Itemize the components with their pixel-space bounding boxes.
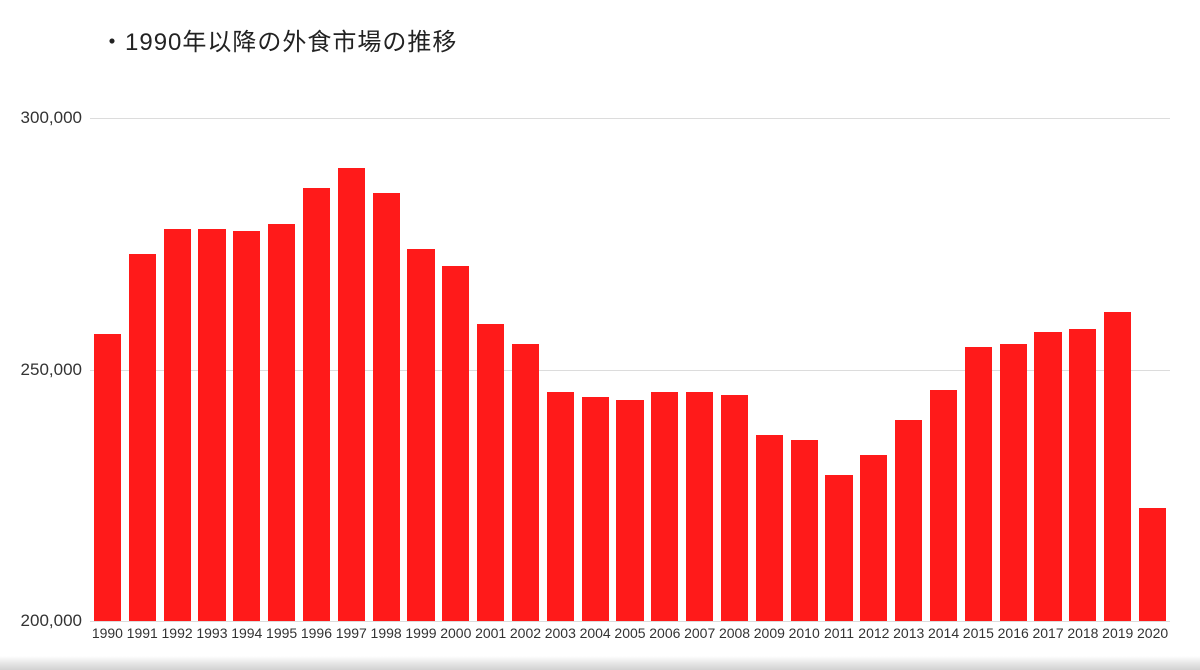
bar-1999 bbox=[407, 249, 434, 621]
bar-1997 bbox=[338, 168, 365, 621]
x-axis-label: 2005 bbox=[614, 625, 645, 641]
x-axis-label: 2010 bbox=[789, 625, 820, 641]
bar-2015 bbox=[965, 347, 992, 621]
x-axis-label: 2001 bbox=[475, 625, 506, 641]
bar-2007 bbox=[686, 392, 713, 621]
bar-2020 bbox=[1139, 508, 1166, 621]
gridline bbox=[90, 621, 1170, 622]
x-axis-label: 1998 bbox=[371, 625, 402, 641]
bar-2019 bbox=[1104, 312, 1131, 621]
x-axis-label: 2018 bbox=[1067, 625, 1098, 641]
x-axis-label: 1993 bbox=[196, 625, 227, 641]
x-axis-label: 2006 bbox=[649, 625, 680, 641]
bar-2017 bbox=[1034, 332, 1061, 621]
bar-1995 bbox=[268, 224, 295, 621]
bar-2006 bbox=[651, 392, 678, 621]
x-axis-label: 2004 bbox=[580, 625, 611, 641]
x-axis-label: 2020 bbox=[1137, 625, 1168, 641]
x-axis-label: 1992 bbox=[162, 625, 193, 641]
x-axis-label: 2017 bbox=[1032, 625, 1063, 641]
bar-2002 bbox=[512, 344, 539, 621]
x-axis-label: 2011 bbox=[824, 625, 854, 641]
chart-title: ・1990年以降の外食市場の推移 bbox=[100, 22, 457, 57]
bar-2001 bbox=[477, 324, 504, 621]
x-axis-label: 1994 bbox=[231, 625, 262, 641]
x-axis-label: 2009 bbox=[754, 625, 785, 641]
bar-1996 bbox=[303, 188, 330, 621]
x-axis-label: 2007 bbox=[684, 625, 715, 641]
bar-2009 bbox=[756, 435, 783, 621]
y-axis-label: 200,000 bbox=[21, 611, 82, 631]
bar-2014 bbox=[930, 390, 957, 621]
bar-2000 bbox=[442, 266, 469, 621]
x-axis-label: 1995 bbox=[266, 625, 297, 641]
bar-2013 bbox=[895, 420, 922, 621]
bar-2016 bbox=[1000, 344, 1027, 621]
bar-1994 bbox=[233, 231, 260, 621]
x-axis-label: 1990 bbox=[92, 625, 123, 641]
gridline bbox=[90, 118, 1170, 119]
y-axis-label: 300,000 bbox=[21, 108, 82, 128]
bar-1993 bbox=[198, 229, 225, 621]
x-axis-label: 2012 bbox=[858, 625, 889, 641]
x-axis-label: 2015 bbox=[963, 625, 994, 641]
x-axis-label: 1999 bbox=[405, 625, 436, 641]
chart-plot-area bbox=[90, 118, 1170, 621]
x-axis-label: 2014 bbox=[928, 625, 959, 641]
x-axis-label: 2019 bbox=[1102, 625, 1133, 641]
x-axis-label: 2003 bbox=[545, 625, 576, 641]
bar-1990 bbox=[94, 334, 121, 621]
x-axis-label: 2013 bbox=[893, 625, 924, 641]
x-axis-label: 1997 bbox=[336, 625, 367, 641]
x-axis-label: 1996 bbox=[301, 625, 332, 641]
x-axis-label: 2008 bbox=[719, 625, 750, 641]
bar-2003 bbox=[547, 392, 574, 621]
bar-2018 bbox=[1069, 329, 1096, 621]
bar-2004 bbox=[582, 397, 609, 621]
bar-1992 bbox=[164, 229, 191, 621]
bar-2010 bbox=[791, 440, 818, 621]
x-axis-label: 2016 bbox=[998, 625, 1029, 641]
bar-2008 bbox=[721, 395, 748, 621]
bar-1991 bbox=[129, 254, 156, 621]
y-axis-label: 250,000 bbox=[21, 360, 82, 380]
x-axis-label: 2002 bbox=[510, 625, 541, 641]
x-axis-label: 2000 bbox=[440, 625, 471, 641]
bar-2012 bbox=[860, 455, 887, 621]
bar-2011 bbox=[825, 475, 852, 621]
x-axis-label: 1991 bbox=[127, 625, 158, 641]
bar-2005 bbox=[616, 400, 643, 621]
page-bottom-shadow bbox=[0, 656, 1200, 670]
bar-1998 bbox=[373, 193, 400, 621]
